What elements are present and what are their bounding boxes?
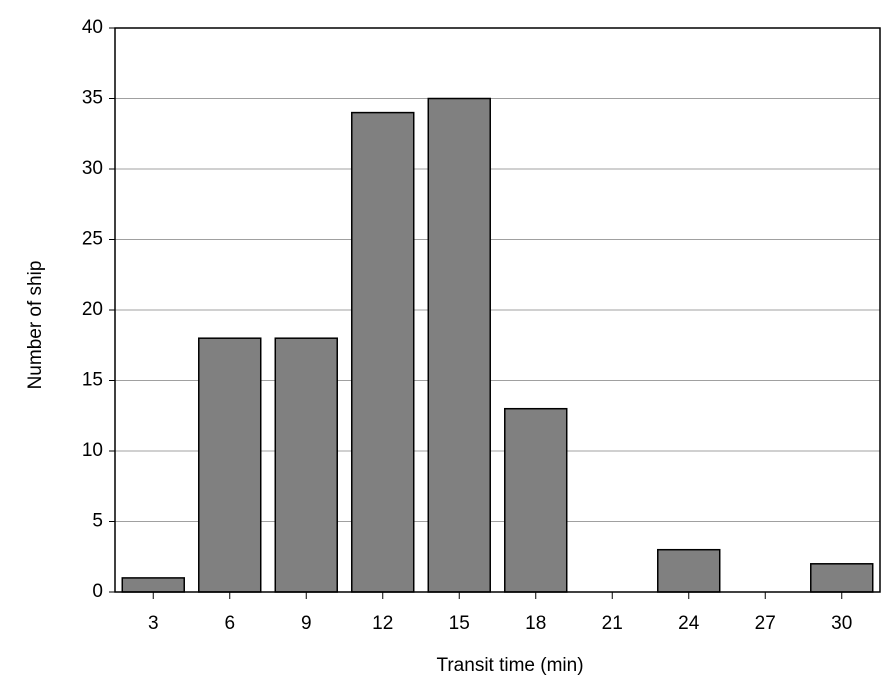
y-tick-label: 10 [82,440,103,461]
bar [274,337,338,593]
x-tick-label: 9 [301,613,312,634]
y-tick-label: 25 [82,229,103,250]
x-tick-label: 18 [525,613,546,634]
x-tick-label: 27 [755,613,776,634]
x-tick-label: 30 [831,613,852,634]
y-tick-label: 20 [82,299,103,320]
y-tick-label: 0 [92,581,103,602]
bar [427,97,491,593]
y-tick-label: 15 [82,370,103,391]
y-tick-label: 30 [82,158,103,179]
x-axis-label: Transit time (min) [436,655,583,676]
bar [504,407,568,593]
y-tick-label: 5 [92,511,103,532]
y-tick-label: 35 [82,88,103,109]
y-tick-label: 40 [82,17,103,38]
plot-frame [114,27,881,593]
bar [657,548,721,593]
bar [810,563,874,593]
x-tick-label: 3 [148,613,159,634]
x-tick-label: 15 [449,613,470,634]
bar [351,111,415,593]
x-tick-label: 21 [602,613,623,634]
x-tick-label: 24 [678,613,700,634]
bar [198,337,262,593]
bar [121,577,185,593]
x-tick-label: 12 [372,613,393,634]
x-tick-label: 6 [224,613,235,634]
y-axis-label: Number of ship [25,261,46,390]
